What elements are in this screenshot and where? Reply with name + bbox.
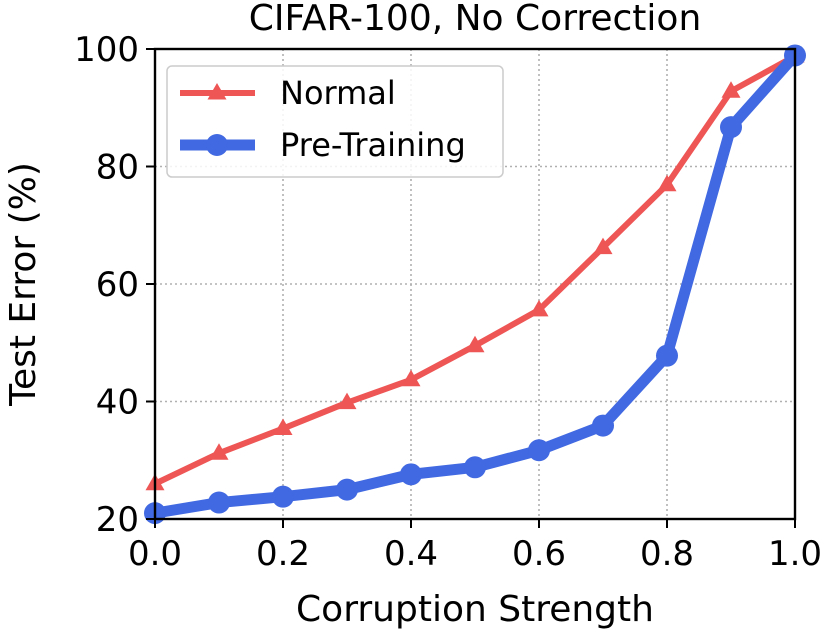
data-point	[273, 418, 293, 436]
data-point	[656, 344, 678, 367]
x-tick-label: 1.0	[768, 534, 822, 574]
legend-marker	[206, 134, 228, 156]
data-point	[208, 491, 230, 514]
y-tick-label: 20	[96, 500, 139, 540]
legend-entry: Pre-Training	[180, 126, 466, 164]
chart-title: CIFAR-100, No Correction	[249, 0, 702, 39]
data-point	[528, 439, 550, 462]
series-layer	[144, 44, 806, 525]
x-tick-label: 0.2	[256, 534, 310, 574]
data-point	[336, 478, 358, 501]
x-tick-label: 0.6	[512, 534, 566, 574]
data-point	[529, 299, 549, 317]
data-point	[337, 392, 357, 410]
series-normal	[145, 46, 805, 491]
data-point	[593, 237, 613, 255]
series-pre-training	[144, 44, 806, 525]
data-point	[465, 335, 485, 353]
data-point	[401, 369, 421, 387]
y-tick-label: 80	[96, 148, 139, 188]
legend-label: Normal	[280, 74, 396, 112]
x-tick-label: 0.0	[128, 534, 182, 574]
data-point	[272, 485, 294, 508]
x-tick-label: 0.8	[640, 534, 694, 574]
data-point	[209, 443, 229, 460]
legend-entry: Normal	[180, 74, 396, 112]
data-point	[721, 81, 741, 98]
y-axis-label: Test Error (%)	[3, 162, 44, 407]
legend: Normal Pre-Training	[166, 65, 504, 178]
data-point	[592, 414, 614, 437]
data-point	[464, 456, 486, 479]
x-tick-label: 0.4	[384, 534, 438, 574]
x-axis-label: Corruption Strength	[296, 589, 654, 630]
legend-label: Pre-Training	[280, 126, 466, 164]
y-tick-label: 40	[96, 383, 139, 423]
data-point	[657, 174, 677, 192]
legend-marker	[207, 83, 227, 100]
ticks: 0.0 0.2 0.4 0.6 0.8 1.0 20 40 60 80 100	[74, 30, 822, 574]
data-point	[720, 116, 742, 139]
y-tick-label: 100	[74, 30, 139, 70]
y-tick-label: 60	[96, 265, 139, 305]
data-point	[400, 463, 422, 486]
